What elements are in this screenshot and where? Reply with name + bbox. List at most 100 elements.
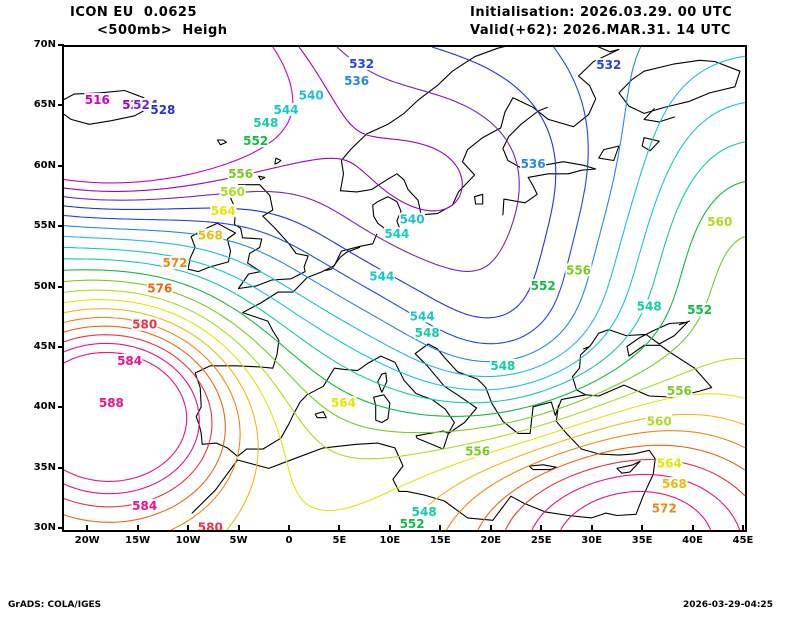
- contour-line-576: [64, 325, 226, 523]
- contour-label-halo: [330, 396, 357, 410]
- coastline: [415, 430, 449, 450]
- contour-line-588: [64, 351, 188, 482]
- x-axis-tick-label: 20E: [480, 535, 502, 546]
- contour-label-halo: [298, 88, 325, 102]
- contour-line-588: [560, 490, 712, 530]
- contour-line-572: [445, 430, 745, 530]
- x-axis-tick-label: 5E: [332, 535, 347, 546]
- x-axis-tick: [237, 525, 240, 531]
- y-axis-tick: [58, 225, 64, 228]
- x-axis-tick: [338, 525, 341, 531]
- x-axis-tick: [489, 525, 492, 531]
- contour-label-halo: [414, 326, 441, 340]
- contour-value-label: 540: [299, 88, 324, 102]
- contour-value-label: 552: [400, 517, 425, 530]
- coastline: [678, 320, 691, 326]
- contour-value-label: 560: [647, 414, 672, 428]
- coastline: [194, 362, 369, 457]
- y-axis-tick-label: 45N: [33, 340, 56, 352]
- contour-value-label: 528: [150, 103, 175, 117]
- contour-value-label: 556: [566, 263, 591, 277]
- contour-line-584: [64, 342, 200, 495]
- x-axis-tick-label: 35E: [631, 535, 653, 546]
- contour-value-label: 580: [198, 521, 223, 530]
- initialisation-time: Initialisation: 2026.03.29. 00 UTC: [470, 5, 733, 20]
- y-axis-tick: [58, 44, 64, 46]
- contour-label-layer: 5165205245285325325365365405405445445445…: [84, 56, 733, 530]
- x-axis-tick-label: 40E: [682, 535, 703, 546]
- contour-label-halo: [464, 444, 491, 458]
- contour-label-halo: [131, 317, 158, 331]
- contour-value-label: 548: [637, 300, 662, 314]
- contour-label-halo: [646, 414, 673, 428]
- x-axis-tick: [288, 525, 290, 531]
- coastline: [372, 196, 402, 234]
- contour-value-label: 532: [596, 58, 621, 72]
- y-axis-tick: [58, 345, 64, 348]
- y-axis-tick-label: 65N: [33, 99, 56, 111]
- contour-value-label: 568: [662, 477, 687, 491]
- contour-value-label: 564: [211, 204, 236, 218]
- coastline: [377, 372, 388, 393]
- x-axis-tick: [187, 525, 190, 531]
- coastline: [643, 108, 675, 123]
- contour-value-label: 572: [652, 501, 677, 515]
- contour-line-540: [64, 55, 745, 378]
- contour-line-544: [64, 102, 745, 391]
- x-axis-tick-label: 15W: [125, 535, 151, 546]
- contour-value-label: 536: [344, 74, 369, 88]
- contour-line-516: [64, 47, 294, 184]
- contour-line-580: [504, 458, 745, 530]
- contour-value-label: 564: [331, 396, 356, 410]
- y-axis-tick-label: 60N: [33, 159, 56, 171]
- contour-plot-area: 5165205245285325325365365405405445445445…: [62, 45, 747, 532]
- contour-label-halo: [399, 517, 426, 530]
- contour-label-halo: [273, 102, 299, 116]
- coastline: [616, 460, 641, 474]
- coastline: [274, 157, 282, 165]
- coastline: [373, 394, 391, 424]
- contour-label-halo: [197, 228, 224, 242]
- y-axis-tick: [58, 285, 64, 288]
- contour-value-label: 552: [687, 303, 712, 317]
- contour-value-label: 588: [99, 396, 124, 410]
- y-axis-tick: [58, 466, 64, 469]
- y-axis-tick-label: 55N: [33, 220, 56, 232]
- x-axis-tick: [691, 525, 694, 531]
- contour-line-556: [64, 236, 745, 434]
- coastline: [641, 137, 660, 152]
- contour-label-halo: [131, 498, 158, 512]
- contour-label-halo: [686, 303, 713, 317]
- x-axis-tick-label: 10W: [175, 535, 201, 546]
- contour-plot-svg: 5165205245285325325365365405405445445445…: [64, 47, 745, 530]
- contour-value-label: 532: [349, 57, 374, 71]
- contour-value-label: 560: [707, 215, 732, 229]
- coastline: [618, 59, 741, 114]
- y-axis-tick-label: 35N: [33, 461, 56, 473]
- y-axis-tick: [58, 527, 64, 529]
- contour-value-label: 564: [657, 457, 682, 471]
- contour-line-584: [531, 473, 741, 530]
- contour-label-halo: [343, 73, 370, 87]
- contour-label-halo: [651, 501, 678, 515]
- contour-value-label: 560: [220, 185, 245, 199]
- contour-label-halo: [411, 504, 438, 518]
- x-axis-tick-label: 20W: [74, 535, 100, 546]
- y-axis-tick-label: 70N: [33, 39, 56, 50]
- contour-line-524: [64, 47, 520, 272]
- coastline: [191, 405, 656, 521]
- contour-label-halo: [661, 477, 688, 491]
- contour-value-label: 552: [531, 279, 556, 293]
- coastline: [339, 48, 620, 216]
- x-axis-tick-label: 45E: [732, 535, 754, 546]
- coastline: [367, 343, 587, 434]
- contour-label-halo: [368, 269, 395, 283]
- contour-label-halo: [595, 58, 622, 72]
- contour-line-548: [64, 141, 745, 404]
- contour-label-halo: [383, 227, 410, 241]
- contour-label-halo: [227, 166, 254, 180]
- y-axis-tick-label: 50N: [33, 280, 56, 292]
- x-axis-tick-label: 0: [285, 535, 293, 546]
- contour-label-halo: [409, 309, 436, 323]
- contour-line-520: [64, 47, 463, 212]
